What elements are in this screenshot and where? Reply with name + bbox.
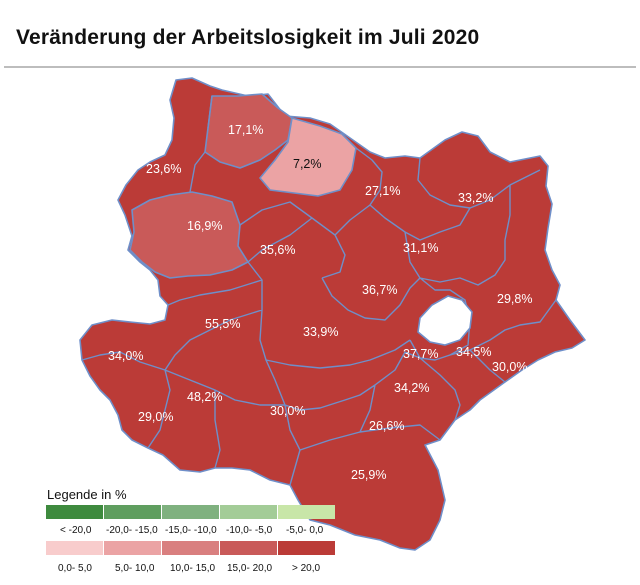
region-label: 29,0% [138, 410, 173, 424]
vienna-lake [417, 295, 473, 346]
region-label: 48,2% [187, 390, 222, 404]
region-label: 35,6% [260, 243, 295, 257]
legend-label: > 20,0 [292, 563, 321, 574]
region-label: 27,1% [365, 184, 400, 198]
region-label: 31,1% [403, 241, 438, 255]
region-label: 33,9% [303, 325, 338, 339]
region-label: 23,6% [146, 162, 181, 176]
legend-label: 5,0- 10,0 [115, 563, 155, 574]
region-label: 26,6% [369, 419, 404, 433]
region-label: 34,5% [456, 345, 491, 359]
legend-swatch [278, 541, 335, 555]
legend-label: -15,0- -10,0 [165, 525, 217, 536]
region-label: 30,0% [270, 404, 305, 418]
legend-swatch [278, 505, 335, 519]
district-borders [81, 95, 557, 486]
legend-label: 15,0- 20,0 [227, 563, 273, 574]
legend-swatch [162, 505, 219, 519]
region-label: 17,1% [228, 123, 263, 137]
legend-label: -10,0- -5,0 [226, 525, 273, 536]
region-label: 34,0% [108, 349, 143, 363]
title-divider [4, 66, 636, 68]
region-label: 37,7% [403, 347, 438, 361]
region-label: 34,2% [394, 381, 429, 395]
region-label: 30,0% [492, 360, 527, 374]
legend-label: 0,0- 5,0 [58, 563, 92, 574]
legend-swatch [104, 541, 161, 555]
legend-label: -20,0- -15,0 [106, 525, 158, 536]
district-7-2 [259, 117, 357, 197]
region-label: 25,9% [351, 468, 386, 482]
region-label: 55,5% [205, 317, 240, 331]
legend-swatch [162, 541, 219, 555]
region-label: 16,9% [187, 219, 222, 233]
region-label: 29,8% [497, 292, 532, 306]
region-label: 7,2% [293, 157, 322, 171]
legend-label: -5,0- 0,0 [286, 525, 324, 536]
region-label: 36,7% [362, 283, 397, 297]
legend-swatch [220, 505, 277, 519]
district-16-9 [129, 191, 249, 279]
region-label: 33,2% [458, 191, 493, 205]
legend-title: Legende in % [47, 487, 127, 502]
legend-swatch [46, 541, 103, 555]
map-title: Veränderung der Arbeitslosigkeit im Juli… [16, 26, 480, 49]
legend-label: 10,0- 15,0 [170, 563, 216, 574]
legend-swatch [220, 541, 277, 555]
legend-swatch [46, 505, 103, 519]
legend-label: < -20,0 [60, 525, 92, 536]
legend-swatch [104, 505, 161, 519]
